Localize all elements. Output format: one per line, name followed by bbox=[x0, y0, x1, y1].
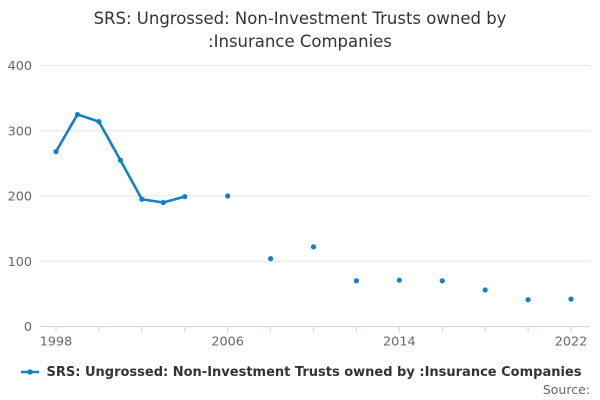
data-point bbox=[182, 194, 188, 200]
data-point bbox=[439, 278, 445, 284]
data-point bbox=[96, 119, 102, 125]
data-point bbox=[310, 244, 317, 250]
plot-area: 0 100 200 300 400 1998 2006 2014 2022 bbox=[8, 59, 590, 350]
y-axis-tick-label: 200 bbox=[8, 190, 32, 205]
data-point bbox=[225, 193, 231, 199]
chart-title: SRS: Ungrossed: Non-Investment Trusts ow… bbox=[93, 9, 507, 51]
data-point bbox=[117, 157, 123, 163]
data-point bbox=[568, 296, 574, 302]
x-axis-tick-label: 1998 bbox=[40, 335, 73, 350]
legend-line-marker bbox=[20, 369, 39, 375]
y-axis-tick-label: 300 bbox=[8, 124, 32, 139]
data-point bbox=[139, 196, 145, 202]
data-point bbox=[353, 278, 360, 284]
data-point bbox=[267, 256, 274, 262]
y-axis-tick-label: 400 bbox=[8, 59, 32, 74]
y-axis-tick-label: 0 bbox=[24, 320, 32, 335]
data-point bbox=[396, 277, 402, 283]
data-point bbox=[482, 287, 488, 293]
x-axis-tick-label: 2014 bbox=[383, 335, 416, 350]
legend-item[interactable]: SRS: Ungrossed: Non-Investment Trusts ow… bbox=[0, 363, 600, 381]
data-point bbox=[160, 199, 166, 206]
x-axis-tick-label: 2006 bbox=[211, 335, 244, 350]
legend-label: SRS: Ungrossed: Non-Investment Trusts ow… bbox=[46, 364, 582, 380]
data-point bbox=[74, 111, 81, 118]
source-label: Source: bbox=[542, 382, 590, 397]
data-point bbox=[525, 297, 531, 303]
x-axis-tick-label: 2022 bbox=[555, 335, 588, 350]
y-axis-tick-label: 100 bbox=[8, 255, 32, 270]
data-point bbox=[53, 149, 59, 155]
